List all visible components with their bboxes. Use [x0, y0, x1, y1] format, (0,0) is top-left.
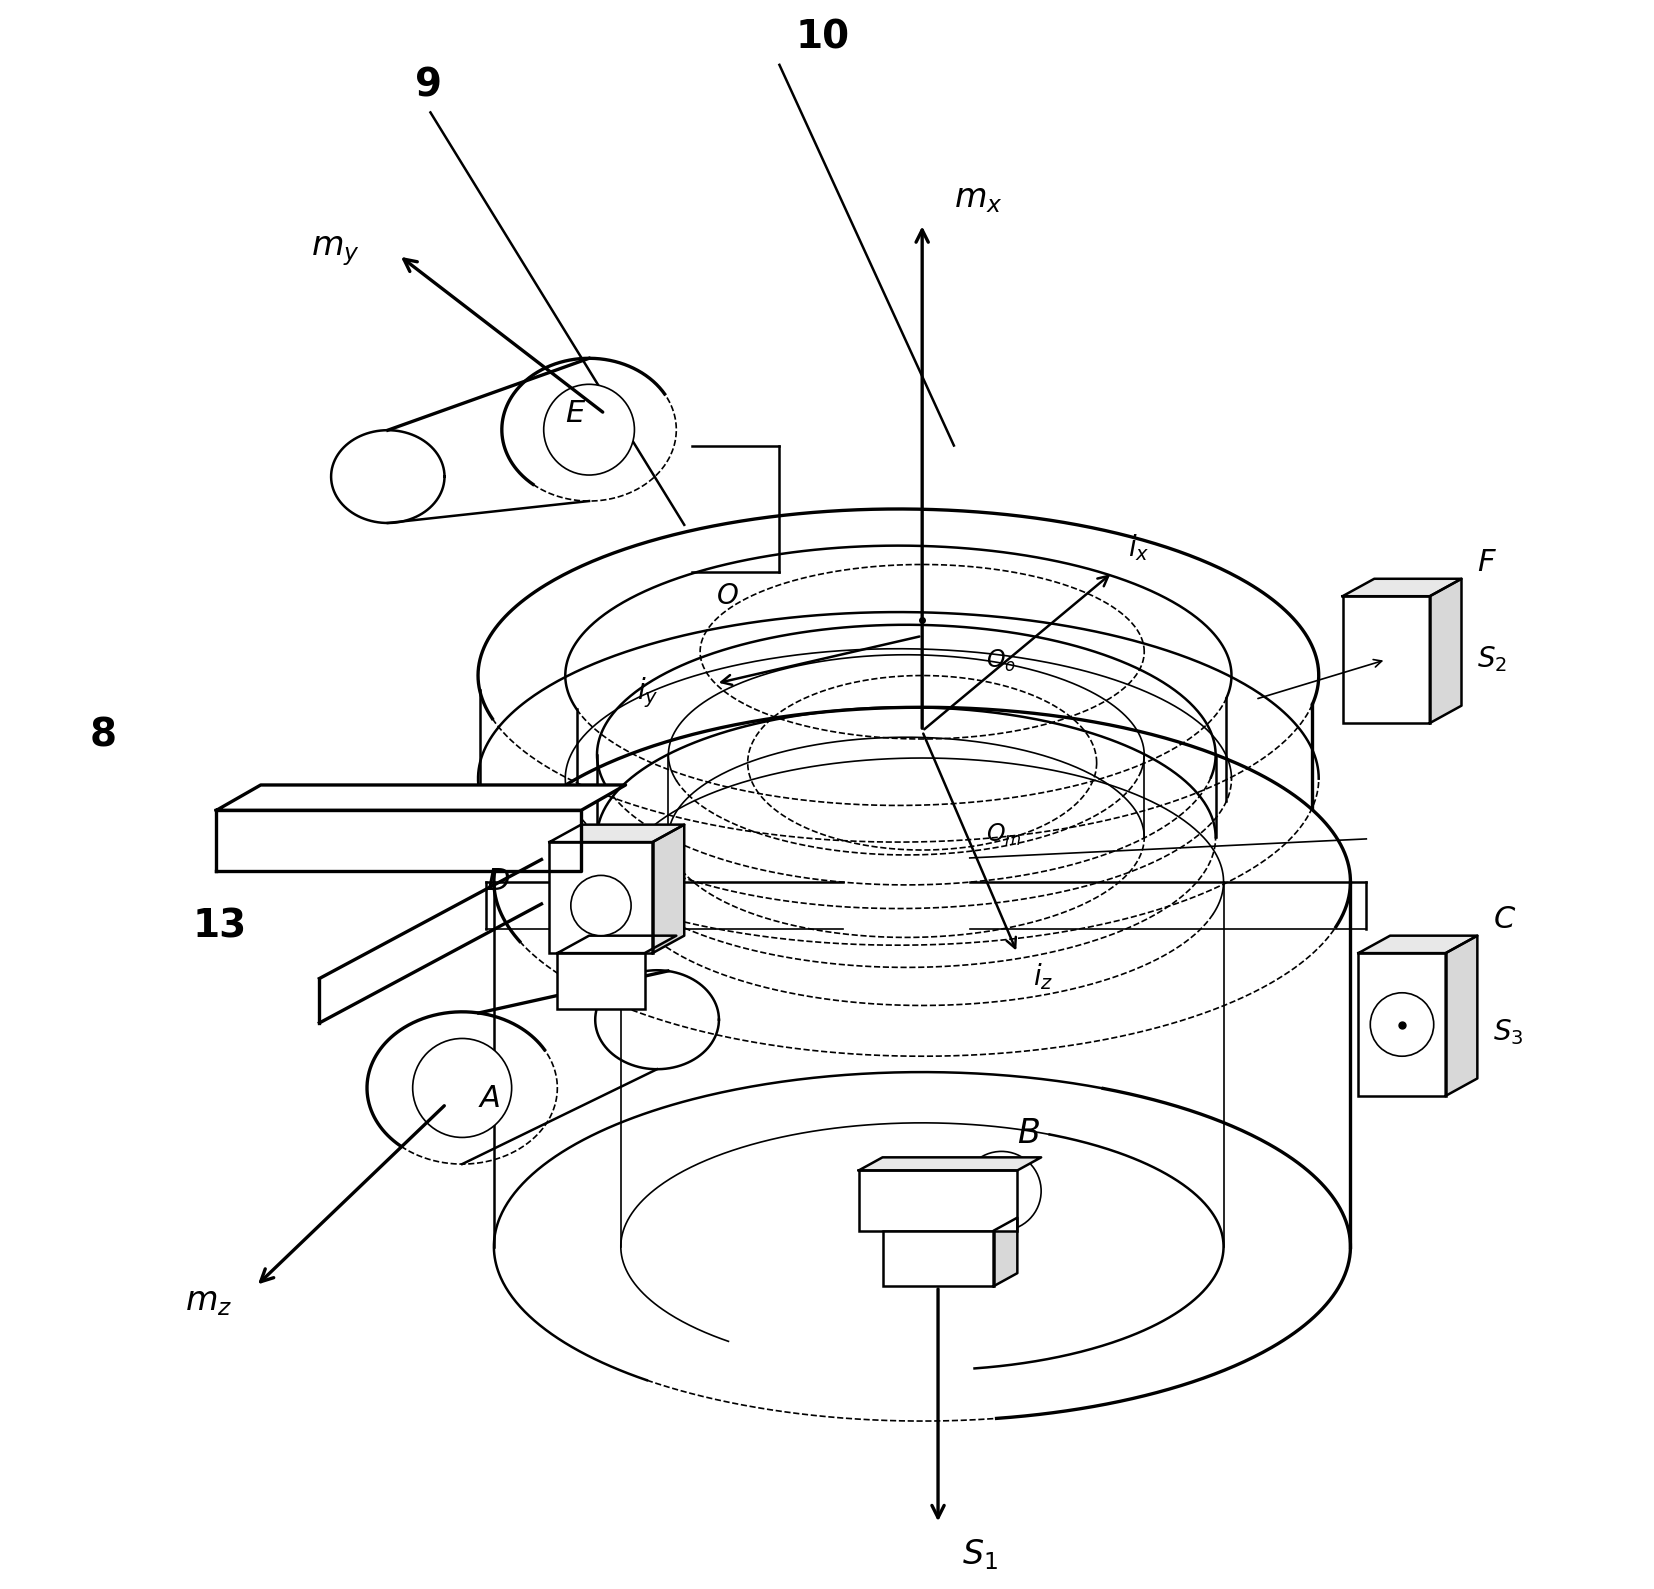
Circle shape: [1370, 993, 1434, 1057]
Text: $O_o$: $O_o$: [986, 648, 1016, 674]
Text: $S_1$: $S_1$: [963, 1537, 997, 1572]
Text: $m_x$: $m_x$: [954, 183, 1002, 215]
Polygon shape: [994, 1217, 1017, 1286]
Circle shape: [571, 876, 632, 936]
Text: 9: 9: [415, 67, 442, 105]
Text: $A$: $A$: [478, 1084, 501, 1114]
Polygon shape: [1358, 953, 1446, 1096]
Polygon shape: [1429, 578, 1462, 723]
Polygon shape: [1343, 578, 1462, 596]
Circle shape: [414, 1039, 511, 1138]
Polygon shape: [653, 825, 685, 953]
Polygon shape: [217, 810, 581, 871]
Text: $O_m$: $O_m$: [986, 822, 1021, 849]
Polygon shape: [557, 953, 645, 1009]
Text: $C$: $C$: [1494, 904, 1517, 934]
Polygon shape: [549, 842, 653, 953]
Text: 13: 13: [192, 907, 246, 945]
Polygon shape: [858, 1157, 1040, 1171]
Text: $O$: $O$: [716, 583, 739, 610]
Polygon shape: [557, 936, 676, 953]
Polygon shape: [1343, 596, 1429, 723]
Polygon shape: [883, 1231, 994, 1286]
Text: $S_3$: $S_3$: [1494, 1017, 1523, 1047]
Polygon shape: [858, 1171, 1017, 1231]
Text: $m_z$: $m_z$: [185, 1286, 232, 1317]
Circle shape: [963, 1152, 1040, 1231]
Polygon shape: [217, 785, 625, 810]
Text: $i_x$: $i_x$: [1128, 532, 1150, 564]
Text: $i_y$: $i_y$: [637, 675, 658, 710]
Text: 8: 8: [89, 717, 116, 755]
Text: $B$: $B$: [1017, 1119, 1040, 1150]
Text: $i_z$: $i_z$: [1034, 961, 1054, 992]
Circle shape: [544, 385, 635, 475]
Text: $D$: $D$: [486, 866, 509, 896]
Text: $S_2$: $S_2$: [1477, 645, 1507, 674]
Text: $E$: $E$: [566, 397, 587, 429]
Text: $F$: $F$: [1477, 547, 1497, 578]
Polygon shape: [549, 825, 685, 842]
Text: $m_y$: $m_y$: [311, 234, 361, 269]
Polygon shape: [1358, 936, 1477, 953]
Polygon shape: [1446, 936, 1477, 1096]
Text: 10: 10: [796, 19, 850, 57]
